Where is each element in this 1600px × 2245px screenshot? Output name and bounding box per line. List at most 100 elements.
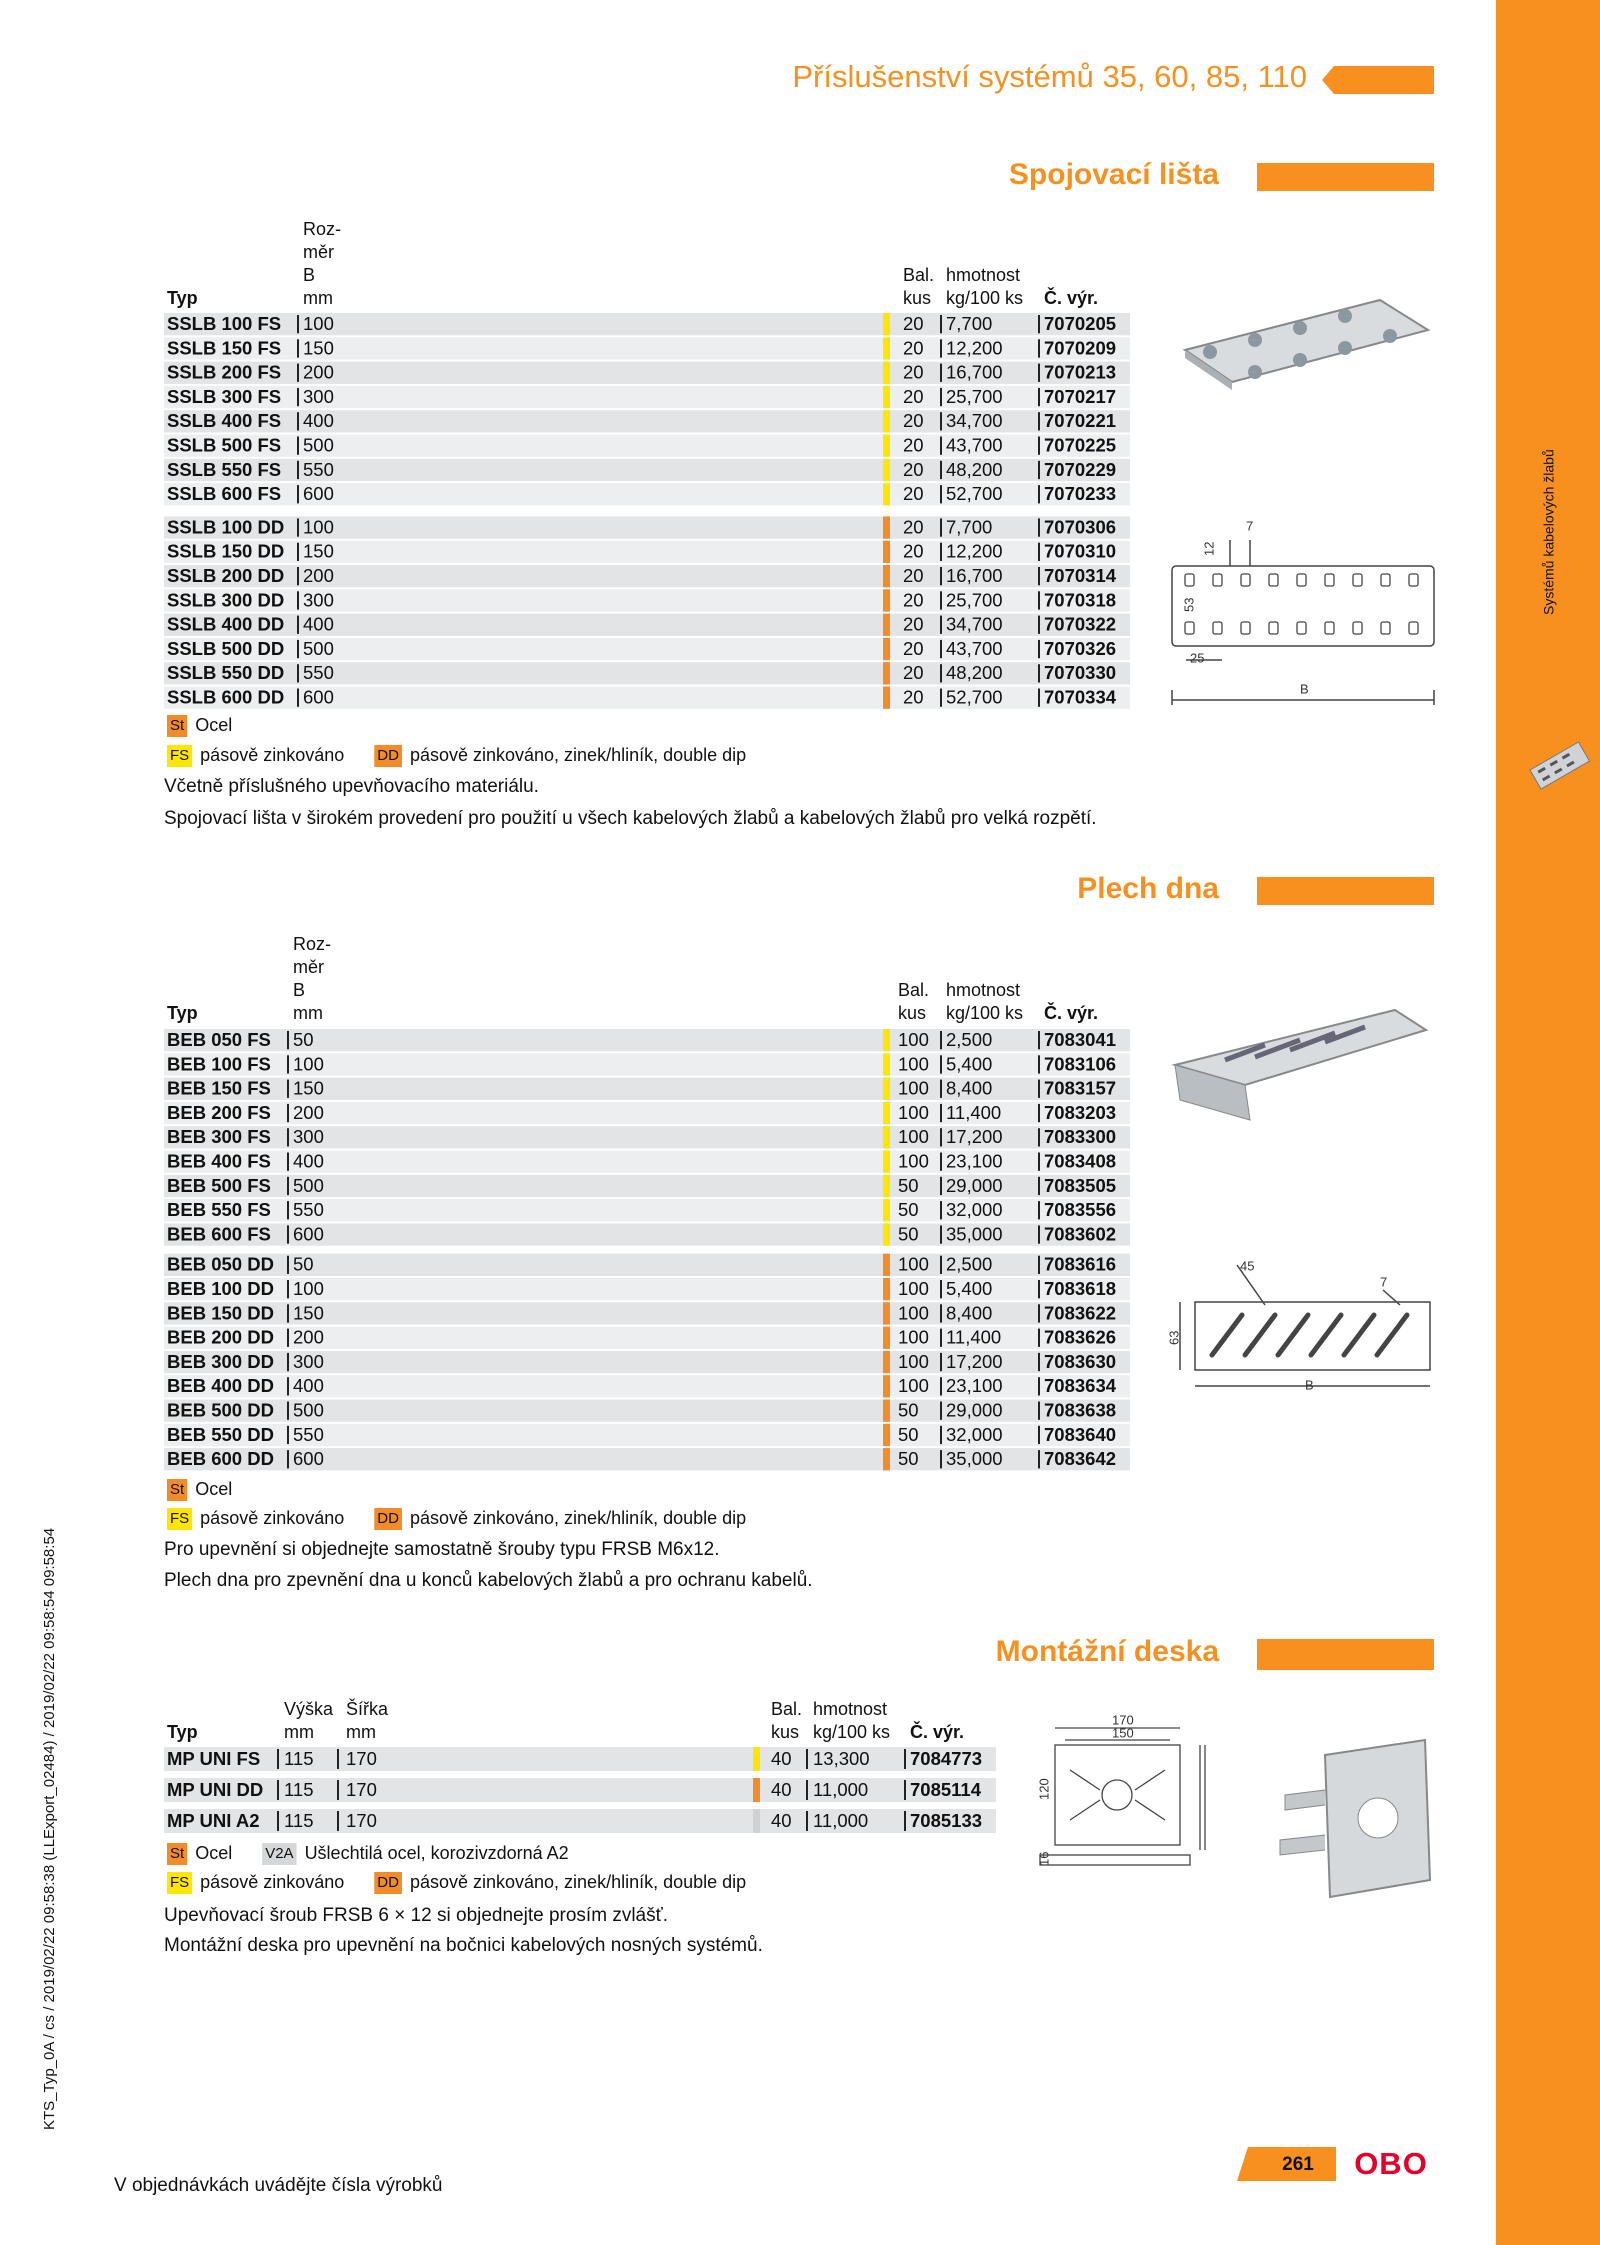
column-separator: [287, 1031, 289, 1050]
column-separator: [1038, 1425, 1040, 1445]
column-separator: [287, 1280, 289, 1299]
table-row: [164, 1747, 996, 1771]
table-cell: 7070306: [1044, 516, 1116, 537]
table-cell: 7070310: [1044, 541, 1116, 562]
legend-text: Ocel: [195, 715, 232, 735]
table-cell: 300: [303, 589, 334, 610]
dimension-label: B: [1305, 1377, 1314, 1392]
table-cell: 23,100: [946, 1151, 1003, 1172]
dimension-label: 7: [1246, 518, 1253, 533]
column-separator: [287, 1377, 289, 1396]
column-separator: [904, 1811, 906, 1831]
legend-text: Ocel: [195, 1843, 232, 1863]
column-separator: [1038, 485, 1040, 504]
legend-text: pásově zinkováno, zinek/hliník, double d…: [410, 1872, 746, 1892]
table-cell: 150: [293, 1302, 324, 1323]
table-cell: 7070318: [1044, 589, 1116, 610]
column-separator: [1038, 664, 1040, 683]
table-cell: MP UNI A2: [167, 1810, 260, 1831]
table-cell: 100: [898, 1053, 929, 1074]
finish-marker: [883, 1223, 890, 1246]
table-cell: 5,400: [946, 1053, 992, 1074]
table-cell: 550: [293, 1424, 324, 1445]
finish-marker: [883, 589, 890, 612]
table-cell: 20: [903, 459, 924, 480]
column-separator: [297, 436, 299, 455]
finish-marker: [883, 516, 890, 539]
column-separator: [287, 1450, 289, 1469]
dimension-label: 63: [1166, 1331, 1181, 1345]
table-cell: 550: [293, 1199, 324, 1220]
table-cell: 52,700: [946, 687, 1003, 708]
column-separator: [1038, 1128, 1040, 1147]
column-separator: [287, 1152, 289, 1171]
page-title: Příslušenství systémů 35, 60, 85, 110: [792, 59, 1307, 94]
table-cell: 150: [293, 1078, 324, 1099]
column-header: Typ: [167, 1722, 198, 1742]
table-cell: SSLB 550 DD: [167, 662, 284, 683]
table-cell: 7070229: [1044, 459, 1116, 480]
column-separator: [297, 387, 299, 407]
table-cell: 50: [898, 1199, 919, 1220]
column-separator: [287, 1201, 289, 1220]
title-arrow: [1322, 66, 1434, 94]
table-cell: BEB 150 FS: [167, 1078, 271, 1099]
legend-code-box: [374, 1872, 402, 1894]
legend-code-box: [167, 1508, 193, 1530]
column-header: Č. výr.: [910, 1721, 964, 1742]
column-separator: [940, 436, 942, 455]
column-separator: [940, 485, 942, 504]
column-separator: [940, 664, 942, 683]
table-cell: 43,700: [946, 435, 1003, 456]
table-cell: 11,000: [813, 1779, 868, 1800]
finish-marker: [883, 1399, 890, 1422]
table-cell: 150: [303, 337, 334, 358]
column-header: B: [293, 980, 305, 1000]
table-cell: BEB 550 DD: [167, 1424, 274, 1445]
table-cell: 550: [303, 662, 334, 683]
finish-marker: [883, 1077, 890, 1100]
column-separator: [940, 688, 942, 707]
column-separator: [940, 1201, 942, 1220]
table-cell: 500: [303, 638, 334, 659]
column-separator: [806, 1780, 808, 1800]
column-separator: [1038, 1450, 1040, 1469]
column-separator: [297, 339, 299, 358]
finish-marker: [883, 1350, 890, 1374]
column-header: mm: [346, 1722, 376, 1742]
legend-text: Ocel: [195, 1479, 232, 1499]
side-icon: [1529, 741, 1591, 790]
table-row: [164, 1778, 996, 1802]
finish-marker: [883, 483, 890, 506]
table-cell: 7083638: [1044, 1400, 1116, 1421]
table-cell: 2,500: [946, 1029, 992, 1050]
table-cell: 20: [903, 638, 924, 659]
column-header: Roz-: [293, 934, 331, 954]
table-cell: 7083505: [1044, 1175, 1116, 1196]
table-cell: SSLB 600 FS: [167, 483, 281, 504]
table-cell: 50: [898, 1400, 919, 1421]
table-cell: 100: [303, 313, 334, 334]
table-cell: 100: [898, 1254, 929, 1275]
table-cell: 23,100: [946, 1375, 1003, 1396]
column-separator: [287, 1103, 289, 1123]
column-separator: [940, 591, 942, 610]
column-header: hmotnost: [813, 1699, 887, 1719]
legend-code-box: [374, 1508, 402, 1530]
section-bar: [1257, 163, 1434, 191]
table-cell: BEB 300 FS: [167, 1126, 271, 1147]
column-separator: [940, 615, 942, 634]
section-title: Plech dna: [1077, 872, 1219, 905]
dimension-label: B: [1300, 681, 1309, 696]
column-separator: [297, 664, 299, 683]
table-cell: 20: [903, 516, 924, 537]
table-cell: 50: [898, 1223, 919, 1244]
column-separator: [940, 1055, 942, 1074]
legend-code-box: [167, 745, 193, 767]
dimension-label: 45: [1240, 1258, 1254, 1273]
table-row: [164, 1809, 996, 1833]
finish-marker: [883, 434, 890, 457]
page-number-box: [1237, 2147, 1336, 2181]
column-header: kus: [898, 1003, 926, 1023]
column-separator: [940, 1031, 942, 1050]
